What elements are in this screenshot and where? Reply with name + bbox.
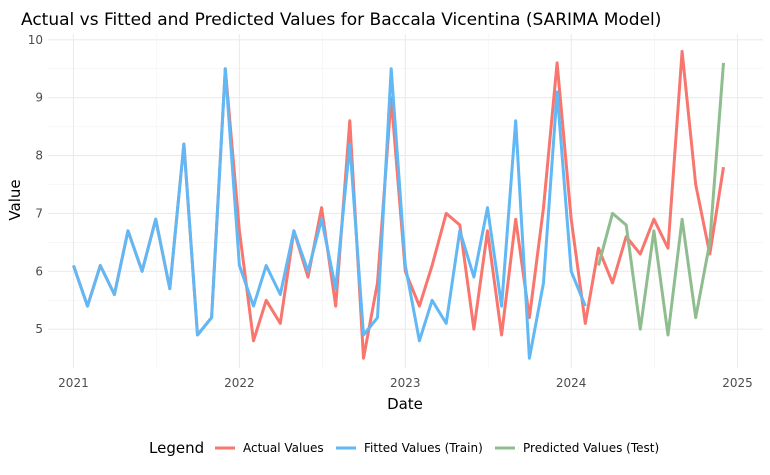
x-tick-label: 2022 xyxy=(224,376,255,390)
legend-label-3: Predicted Values (Test) xyxy=(523,441,659,455)
legend: Legend Actual Values Fitted Values (Train… xyxy=(149,439,659,457)
grid xyxy=(48,34,763,368)
y-tick-label: 8 xyxy=(35,149,43,163)
y-tick-label: 5 xyxy=(35,322,43,336)
legend-label-1: Actual Values xyxy=(243,441,324,455)
y-tick-label: 7 xyxy=(35,206,43,220)
axis-ticks: 2021 2022 2023 2024 2025 5 6 7 8 9 10 xyxy=(28,33,753,390)
y-tick-label: 9 xyxy=(35,91,43,105)
y-tick-label: 10 xyxy=(28,33,43,47)
x-tick-label: 2023 xyxy=(390,376,421,390)
legend-label-2: Fitted Values (Train) xyxy=(364,441,483,455)
y-axis-title: Value xyxy=(6,179,24,220)
x-tick-label: 2024 xyxy=(556,376,587,390)
y-tick-label: 6 xyxy=(35,264,43,278)
series-lines xyxy=(72,49,725,360)
series-line-3 xyxy=(597,62,725,337)
x-tick-label: 2025 xyxy=(722,376,753,390)
x-tick-label: 2021 xyxy=(58,376,89,390)
chart-title: Actual vs Fitted and Predicted Values fo… xyxy=(21,10,661,30)
x-axis-title: Date xyxy=(387,395,423,413)
legend-title: Legend xyxy=(149,439,204,457)
series-line-2 xyxy=(72,67,587,360)
